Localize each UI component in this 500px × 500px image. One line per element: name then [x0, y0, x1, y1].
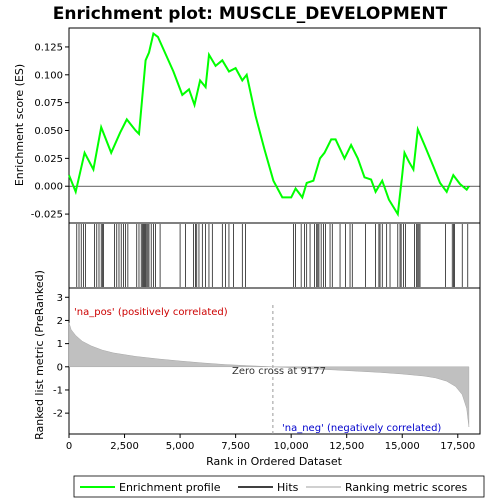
metric-y-tick-label: 1	[57, 339, 63, 350]
metric-y-ticks: -2 -1 0 1 2 3	[53, 293, 69, 420]
es-y-ticks: -0.025 0.000 0.025 0.050 0.075 0.100 0.125	[31, 42, 69, 221]
legend-box	[73, 475, 485, 498]
es-panel-frame	[68, 27, 481, 224]
es-y-tick-label: 0.075	[34, 98, 63, 109]
x-tick-label: 12,500	[329, 441, 364, 452]
x-tick-label: 7,500	[221, 441, 250, 452]
es-y-tick-label: 0.050	[34, 126, 63, 137]
legend-hits-label: Hits	[277, 481, 299, 494]
es-y-tick-label: 0.025	[34, 154, 63, 165]
pos-label: 'na_pos' (positively correlated)	[74, 307, 228, 318]
neg-label: 'na_neg' (negatively correlated)	[282, 423, 441, 434]
hits-marks	[76, 224, 469, 287]
es-y-tick-label: 0.125	[34, 42, 63, 53]
chart-title: Enrichment plot: MUSCLE_DEVELOPMENT	[53, 4, 448, 24]
x-axis-label: Rank in Ordered Dataset	[206, 455, 343, 468]
enrichment-profile-line	[68, 31, 470, 218]
x-tick-label: 10,000	[274, 441, 309, 452]
zero-cross-label: Zero cross at 9177	[232, 366, 326, 377]
legend-metric-label: Ranking metric scores	[345, 481, 467, 494]
x-tick-label: 5,000	[166, 441, 195, 452]
metric-y-tick-label: -1	[53, 385, 63, 396]
x-tick-label: 2,500	[110, 441, 139, 452]
metric-y-axis-label: Ranked list metric (PreRanked)	[33, 270, 46, 440]
hits-panel-frame	[68, 222, 481, 289]
x-tick-label: 0	[66, 441, 72, 452]
metric-y-tick-label: -2	[53, 409, 63, 420]
es-y-axis-label: Enrichment score (ES)	[13, 64, 26, 186]
x-ticks: 0 2,500 5,000 7,500 10,000 12,500 15,000 17,500	[66, 434, 475, 452]
x-tick-label: 17,500	[440, 441, 475, 452]
metric-y-tick-label: 2	[57, 316, 63, 327]
es-y-tick-label: -0.025	[31, 210, 63, 221]
es-y-tick-label: 0.000	[34, 182, 63, 193]
es-y-tick-label: 0.100	[34, 70, 63, 81]
x-tick-label: 15,000	[385, 441, 420, 452]
metric-y-tick-label: 0	[57, 362, 63, 373]
legend-profile-label: Enrichment profile	[119, 481, 221, 494]
ranking-metric-area	[68, 322, 470, 428]
metric-y-tick-label: 3	[57, 293, 63, 304]
